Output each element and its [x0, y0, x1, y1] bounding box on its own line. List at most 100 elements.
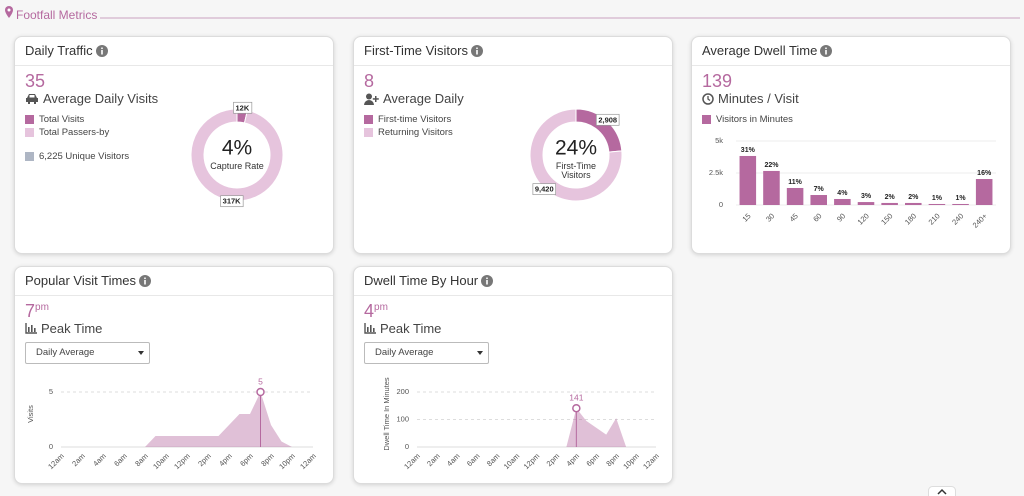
- center-label-box: Capture Rate: [210, 162, 264, 171]
- data-label: 11%: [788, 179, 802, 186]
- x-tick-label: 2am: [425, 451, 442, 468]
- card-header: Popular Visit Times: [15, 267, 333, 296]
- bar: [834, 198, 851, 205]
- donut-segment: [529, 108, 623, 202]
- card: First-Time Visitors 8 Average Daily 2,90…: [353, 36, 673, 254]
- x-tick-label: 6pm: [584, 451, 601, 468]
- dropdown-text: Daily Average: [36, 347, 95, 358]
- info-icon[interactable]: [481, 275, 494, 287]
- metric-suffix: pm: [374, 302, 388, 313]
- peak-marker: [256, 387, 265, 397]
- info-icon[interactable]: [471, 45, 483, 57]
- value-label: 12K: [235, 103, 249, 112]
- x-tick-label: 90: [835, 211, 847, 223]
- x-tick-label: 6am: [465, 451, 482, 468]
- data-label: 1%: [932, 195, 943, 202]
- car-icon: [26, 94, 38, 104]
- x-tick-label: 8pm: [259, 451, 276, 468]
- legend-label: Total Passers-by: [39, 127, 110, 138]
- legend-swatch: [702, 115, 711, 124]
- legend-item: Total Visits: [25, 113, 109, 126]
- card-title: Daily Traffic: [25, 43, 93, 58]
- metric-value: 7: [25, 301, 36, 321]
- data-label: 3%: [861, 193, 872, 200]
- x-tick-label: 240+: [971, 211, 990, 230]
- value-label-box: 317K: [220, 195, 244, 208]
- clock-icon: [702, 92, 714, 105]
- legend-item: First-time Visitors: [364, 113, 453, 126]
- x-tick-label: 4am: [91, 451, 108, 468]
- x-tick-label: 12pm: [522, 451, 542, 471]
- card: Dwell Time By Hour 4pm Peak Time Daily A…: [353, 266, 673, 484]
- card: Average Dwell Time 139 Minutes / Visit 0…: [691, 36, 1011, 254]
- chart: 2,908 9,420 24% First-Time Visitors: [529, 108, 623, 202]
- value-label: 2,908: [598, 115, 617, 124]
- area: [417, 408, 647, 447]
- value-label: 9,420: [535, 185, 554, 194]
- peak-label: 5: [258, 376, 263, 386]
- dropdown[interactable]: Daily Average: [25, 342, 150, 364]
- data-label: 4%: [837, 190, 848, 197]
- card-title: Average Dwell Time: [702, 43, 818, 58]
- center-value: 4%: [222, 137, 252, 160]
- x-tick-label: 8am: [485, 451, 502, 468]
- center-label-box: First-Time Visitors: [555, 162, 597, 180]
- metric-suffix: pm: [35, 302, 49, 313]
- x-tick-label: 8pm: [604, 451, 621, 468]
- bar: [952, 203, 969, 205]
- data-label: 31%: [741, 147, 756, 154]
- y-tick-label: 200: [396, 387, 409, 396]
- bar: [810, 195, 827, 205]
- dropdown-arrow: [477, 351, 483, 355]
- y-tick-label: 0: [49, 442, 53, 451]
- card-title: First-Time Visitors: [364, 43, 468, 58]
- data-label: 16%: [977, 170, 992, 177]
- info-icon[interactable]: [820, 45, 833, 57]
- center-label: First-Time Visitors: [555, 162, 597, 180]
- x-tick-label: 120: [856, 211, 871, 226]
- legend-swatch: [25, 128, 34, 137]
- card-title: Popular Visit Times: [25, 273, 137, 288]
- bar: [881, 202, 898, 205]
- label-box: [233, 101, 253, 114]
- x-tick-label: 6am: [112, 451, 129, 468]
- note-swatch: [25, 152, 34, 161]
- x-tick-label: 150: [879, 211, 894, 226]
- dropdown-arrow: [138, 351, 144, 355]
- x-tick-label: 2pm: [196, 451, 213, 468]
- card-title: Dwell Time By Hour: [364, 273, 479, 288]
- card-header: Daily Traffic: [15, 37, 333, 66]
- x-tick-label: 12am: [298, 451, 318, 471]
- metric-label-text: Minutes / Visit: [718, 91, 799, 106]
- y-tick-label: 0: [719, 200, 723, 209]
- y-tick-label: 100: [396, 414, 409, 423]
- note-text: 6,225 Unique Visitors: [39, 151, 130, 162]
- value-label: 317K: [223, 197, 242, 206]
- x-tick-label: 4am: [445, 451, 462, 468]
- dropdown[interactable]: Daily Average: [364, 342, 489, 364]
- legend-swatch: [364, 115, 373, 124]
- card: Popular Visit Times 7pm Peak Time Daily …: [14, 266, 334, 484]
- label-box: [595, 113, 620, 126]
- legend-item: Visitors in Minutes: [702, 113, 793, 126]
- peak-label: 141: [569, 392, 583, 402]
- metric: 4pm: [364, 301, 388, 322]
- scroll-top-button[interactable]: [928, 486, 956, 496]
- metric: 35: [25, 71, 46, 91]
- bar: [975, 179, 993, 205]
- chart-icon: [25, 323, 37, 334]
- info-icon[interactable]: [139, 275, 152, 287]
- card-header: First-Time Visitors: [354, 37, 672, 66]
- legend: First-time Visitors Returning Visitors: [364, 113, 453, 139]
- legend: Total Visits Total Passers-by: [25, 113, 109, 139]
- x-tick-label: 10am: [151, 451, 171, 471]
- info-icon[interactable]: [95, 45, 108, 57]
- x-tick-label: 6pm: [238, 451, 255, 468]
- note: 6,225 Unique Visitors: [25, 151, 129, 162]
- y-tick-label: 0: [405, 442, 409, 451]
- metric: 7pm: [25, 301, 49, 322]
- data-label: 2%: [908, 194, 919, 201]
- card-header: Average Dwell Time: [692, 37, 1010, 66]
